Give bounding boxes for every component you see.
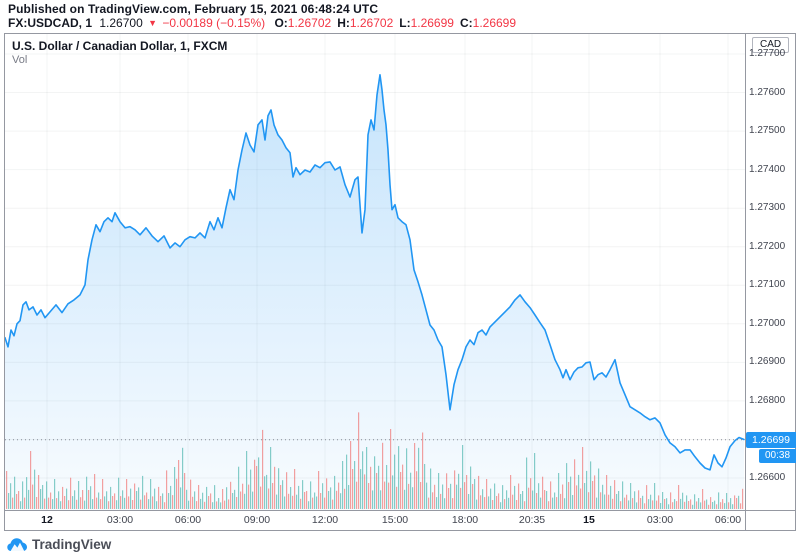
down-triangle-icon: ▼ xyxy=(148,18,158,28)
time-tick-label: 06:00 xyxy=(714,514,742,526)
time-tick-label: 15 xyxy=(583,514,595,526)
chart-title: U.S. Dollar / Canadian Dollar, 1, FXCM xyxy=(12,39,228,53)
time-tick-label: 15:00 xyxy=(381,514,409,526)
time-tick-label: 03:00 xyxy=(106,514,134,526)
time-tick-label: 06:00 xyxy=(174,514,202,526)
published-line: Published on TradingView.com, February 1… xyxy=(8,2,379,16)
tradingview-logo-icon xyxy=(7,537,27,552)
currency-badge: CAD xyxy=(752,37,790,53)
tradingview-logo-text: TradingView xyxy=(32,537,112,552)
time-tick-label: 12:00 xyxy=(311,514,339,526)
ohlc-value: 1.26702 xyxy=(349,16,394,30)
ohlc-value: 1.26699 xyxy=(472,16,517,30)
bar-countdown-badge: 00:38 xyxy=(759,449,796,463)
volume-indicator-label: Vol xyxy=(12,54,28,66)
ohlc-label: L: xyxy=(399,16,411,30)
ohlc-value: 1.26699 xyxy=(410,16,454,30)
ticker-symbol: FX:USDCAD, 1 xyxy=(8,16,93,30)
ticker-line: FX:USDCAD, 1 1.26700 ▼ −0.00189 (−0.15%)… xyxy=(8,16,516,30)
time-tick-label: 12 xyxy=(41,514,53,526)
tradingview-logo-link[interactable]: TradingView xyxy=(7,537,111,552)
ohlc-label: H: xyxy=(337,16,350,30)
ticker-last-price: 1.26700 xyxy=(99,16,143,30)
time-tick-label: 09:00 xyxy=(243,514,271,526)
ohlc-values: O:1.26702 H:1.26702 L:1.26699 C:1.26699 xyxy=(268,16,516,30)
ohlc-label: C: xyxy=(459,16,473,30)
ticker-change: −0.00189 (−0.15%) xyxy=(162,16,266,30)
time-tick-label: 18:00 xyxy=(451,514,479,526)
time-tick-label: 03:00 xyxy=(646,514,674,526)
last-price-badge: 1.26699 xyxy=(746,432,796,448)
time-scale[interactable]: 12 03:00 06:00 09:00 12:00 15:00 18:00 20:35 15 0… xyxy=(4,511,745,531)
ohlc-label: O: xyxy=(274,16,288,30)
time-tick-label: 20:35 xyxy=(518,514,546,526)
ohlc-value: 1.26702 xyxy=(287,16,332,30)
